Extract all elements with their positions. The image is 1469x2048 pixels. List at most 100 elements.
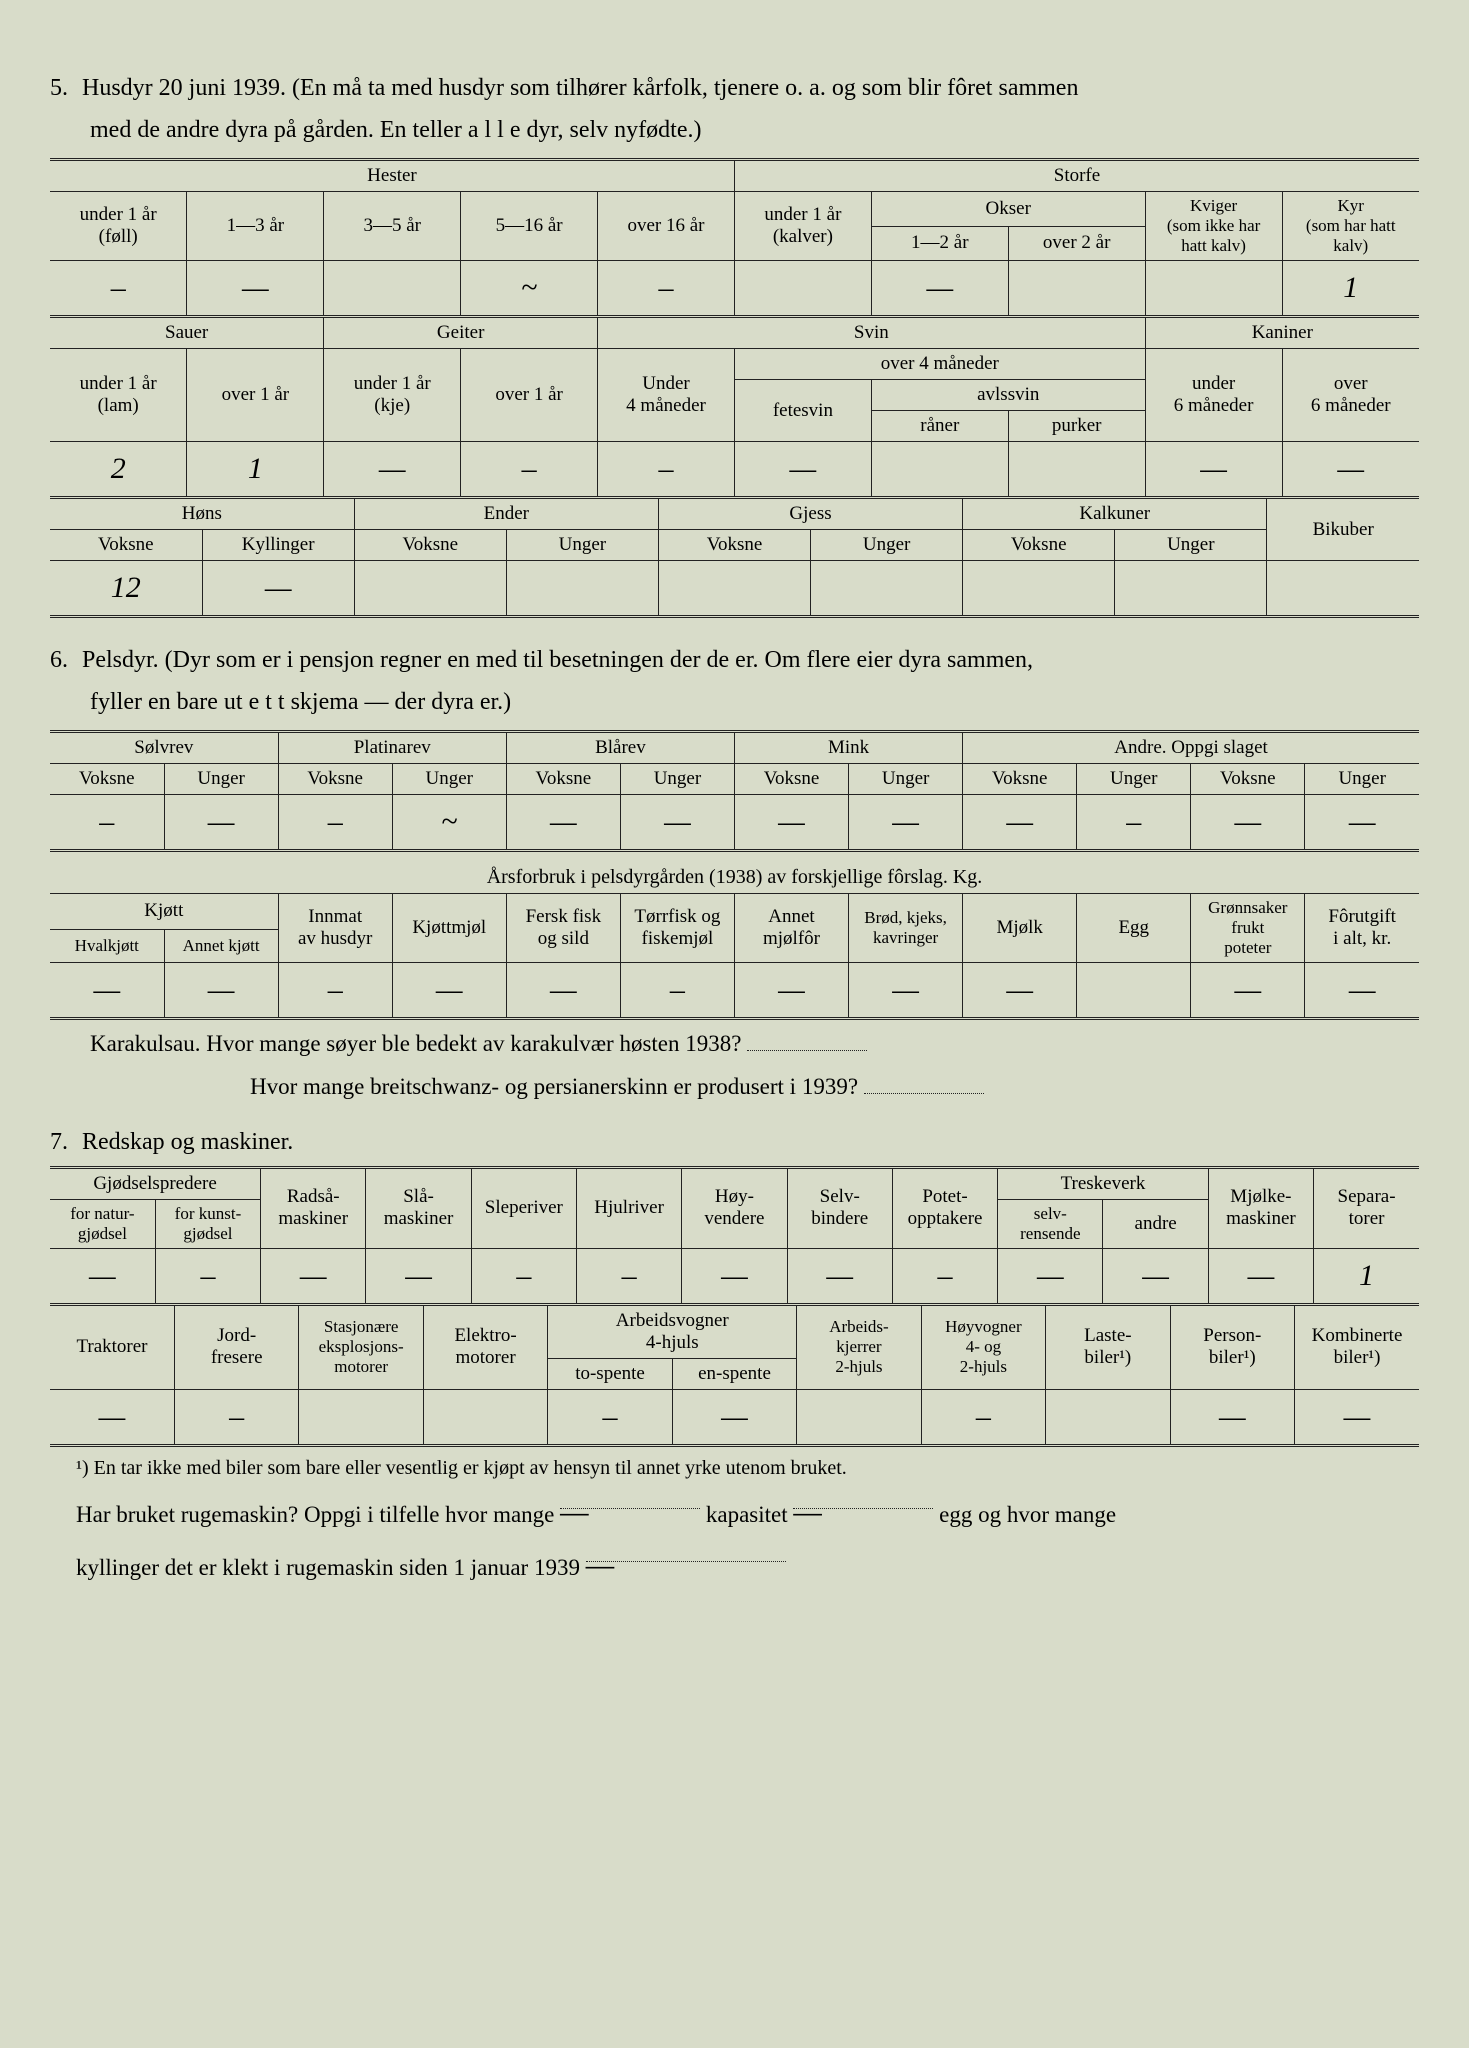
c-kjottmjol: Kjøttmjøl [392, 894, 506, 963]
c-svin-o4: over 4 måneder [734, 349, 1145, 380]
h-kjott: Kjøtt [50, 894, 278, 930]
h-geiter: Geiter [324, 318, 598, 349]
d5c-6 [963, 561, 1115, 617]
c-annetkjott: Annet kjøtt [164, 929, 278, 962]
c-kunst: for kunst- gjødsel [155, 1199, 260, 1248]
c-selvrensende: selv- rensende [998, 1199, 1103, 1248]
d5c-8 [1267, 561, 1419, 617]
h-sauer: Sauer [50, 318, 324, 349]
d6a-7: — [849, 795, 963, 851]
table-5a: Hester Storfe under 1 år (føll) 1—3 år 3… [50, 158, 1419, 318]
h-platinarev: Platinarev [278, 732, 506, 764]
c-natur: for natur- gjødsel [50, 1199, 155, 1248]
d5b-9: — [1282, 442, 1419, 498]
c-hvalkjott: Hvalkjøtt [50, 929, 164, 962]
d5a-3: ~ [461, 261, 598, 317]
c-radsa: Radså- maskiner [261, 1167, 366, 1248]
section5-l2: med de andre dyra på gården. En teller a… [90, 112, 1419, 148]
d6b-4: — [506, 963, 620, 1019]
d6a-4: — [506, 795, 620, 851]
section6-l1: Pelsdyr. (Dyr som er i pensjon regner en… [82, 647, 1033, 673]
c-egg: Egg [1077, 894, 1191, 963]
d6b-3: — [392, 963, 506, 1019]
d7a-7: — [787, 1248, 892, 1304]
c-lam: under 1 år (lam) [50, 349, 187, 442]
d6a-1: — [164, 795, 278, 851]
d6b-6: — [734, 963, 848, 1019]
d5b-6 [871, 442, 1008, 498]
section6-l2: fyller en bare ut e t t skjema — der dyr… [90, 684, 1419, 720]
footnote-1: ¹) En tar ikke med biler som bare eller … [76, 1457, 1419, 1480]
d5c-7 [1115, 561, 1267, 617]
c-tospente: to-spente [548, 1358, 672, 1389]
table-5c: Høns Ender Gjess Kalkuner Bikuber Voksne… [50, 498, 1419, 618]
q-ruge-line2: kyllinger det er klekt i rugemaskin side… [76, 1539, 1419, 1587]
d7a-3: — [366, 1248, 471, 1304]
d5a-1: — [187, 261, 324, 317]
c-jordfresere: Jord- fresere [174, 1305, 298, 1389]
d7b-7: – [921, 1389, 1045, 1445]
table-6a: Sølvrev Platinarev Blårev Mink Andre. Op… [50, 730, 1419, 852]
c-hons-v: Voksne [50, 530, 202, 561]
c-hoyvendere: Høy- vendere [682, 1167, 787, 1248]
c-over16: over 16 år [598, 192, 735, 261]
q-ruge-blank1: — [560, 1486, 700, 1509]
c-okser-over2: over 2 år [1008, 226, 1145, 261]
d5a-8 [1145, 261, 1282, 317]
d5c-2 [354, 561, 506, 617]
d5a-0: – [50, 261, 187, 317]
h-kaniner: Kaniner [1145, 318, 1419, 349]
c-geit-over1: over 1 år [461, 349, 598, 442]
c-mjolfor: Annet mjølfôr [734, 894, 848, 963]
c-personbiler: Person- biler¹) [1170, 1305, 1294, 1389]
c-ender-v: Voksne [354, 530, 506, 561]
d6b-2: – [278, 963, 392, 1019]
q-ruge-d: kyllinger det er klekt i rugemaskin side… [76, 1555, 580, 1580]
d7a-2: — [261, 1248, 366, 1304]
d7b-9: — [1170, 1389, 1294, 1445]
c-6a-u4: Unger [1077, 764, 1191, 795]
section7-t: Redskap og maskiner. [82, 1129, 293, 1155]
d6a-6: — [734, 795, 848, 851]
d6b-0: — [50, 963, 164, 1019]
c-sau-over1: over 1 år [187, 349, 324, 442]
c-hons-k: Kyllinger [202, 530, 354, 561]
d6a-5: — [620, 795, 734, 851]
c-fetesvin: fetesvin [734, 380, 871, 442]
table-6b: Kjøtt Innmat av husdyr Kjøttmjøl Fersk f… [50, 893, 1419, 1020]
c-elektro: Elektro- motorer [423, 1305, 547, 1389]
c-avlssvin: avlssvin [871, 380, 1145, 411]
karakul-blank2 [864, 1071, 984, 1094]
d5a-6: — [871, 261, 1008, 317]
table-7b: Traktorer Jord- fresere Stasjonære ekspl… [50, 1305, 1419, 1447]
section6-title: 6. Pelsdyr. (Dyr som er i pensjon regner… [50, 642, 1419, 678]
d5a-7 [1008, 261, 1145, 317]
d7a-1: – [155, 1248, 260, 1304]
d5a-4: – [598, 261, 735, 317]
c-separator: Separa- torer [1314, 1167, 1419, 1248]
c-kje: under 1 år (kje) [324, 349, 461, 442]
c-svin-u4: Under 4 måneder [598, 349, 735, 442]
c-gjess-u: Unger [811, 530, 963, 561]
section5-title: 5. Husdyr 20 juni 1939. (En må ta med hu… [50, 70, 1419, 106]
c-kyr: Kyr (som har hatt kalv) [1282, 192, 1419, 261]
c-selvbindere: Selv- bindere [787, 1167, 892, 1248]
h-gjodsel: Gjødselspredere [50, 1167, 261, 1199]
c-kanin-o6: over 6 måneder [1282, 349, 1419, 442]
c-andre: andre [1103, 1199, 1208, 1248]
h-gjess: Gjess [658, 499, 962, 530]
c-kalver: under 1 år (kalver) [734, 192, 871, 261]
d6a-0: – [50, 795, 164, 851]
d5c-1: — [202, 561, 354, 617]
c-6a-u3: Unger [849, 764, 963, 795]
c-hjulriver: Hjulriver [576, 1167, 681, 1248]
q-ruge-blank2: — [793, 1486, 933, 1509]
c-ferskfisk: Fersk fisk og sild [506, 894, 620, 963]
section6-num: 6. [50, 647, 68, 673]
d6b-8: — [963, 963, 1077, 1019]
d5b-5: — [734, 442, 871, 498]
table-5b: Sauer Geiter Svin Kaniner under 1 år (la… [50, 317, 1419, 499]
q-ruge-blank3: — [586, 1539, 786, 1562]
d6a-3: ~ [392, 795, 506, 851]
karakul-l2a: Hvor mange breitschwanz- og persianerski… [250, 1074, 858, 1099]
